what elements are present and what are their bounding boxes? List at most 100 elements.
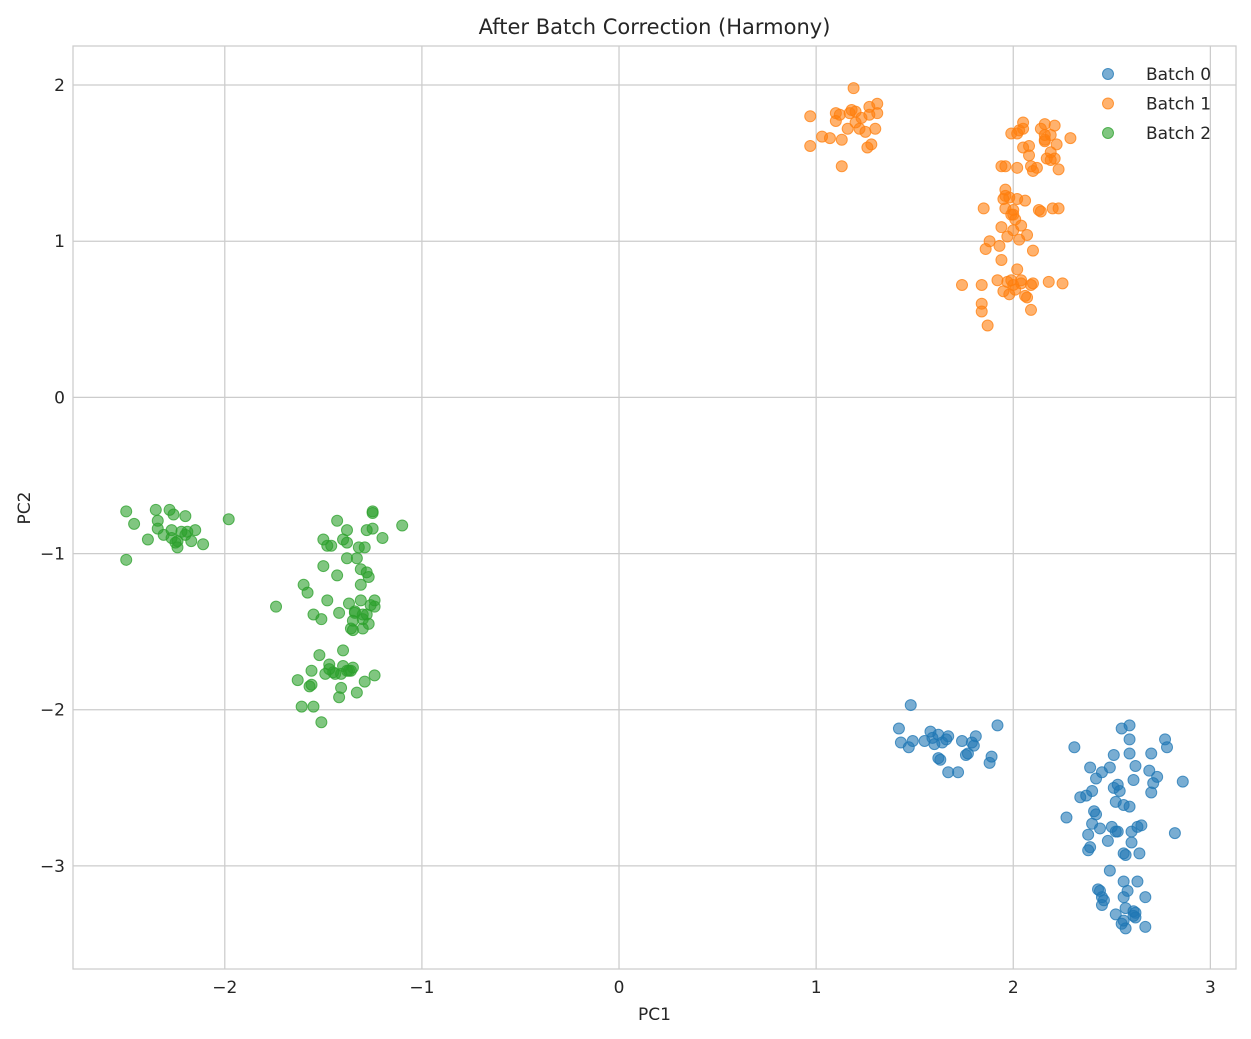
data-point xyxy=(981,319,994,332)
data-point xyxy=(270,600,283,613)
data-point xyxy=(1011,263,1024,276)
data-point xyxy=(1129,911,1142,924)
data-point xyxy=(325,539,338,552)
y-tick-label: −3 xyxy=(40,857,65,877)
data-point xyxy=(1084,841,1097,854)
data-point xyxy=(1107,749,1120,762)
data-point xyxy=(337,644,350,657)
series-1 xyxy=(804,82,1077,332)
data-point xyxy=(999,160,1012,173)
data-point xyxy=(1011,161,1024,174)
data-point xyxy=(1123,747,1136,760)
data-point xyxy=(1082,828,1095,841)
data-point xyxy=(1048,152,1061,165)
data-point xyxy=(315,716,328,729)
x-tick-label: 2 xyxy=(1008,978,1019,998)
data-point xyxy=(975,305,988,318)
data-point xyxy=(1086,784,1099,797)
data-point xyxy=(991,274,1004,287)
data-point xyxy=(1119,922,1132,935)
legend: Batch 0 Batch 1 Batch 2 xyxy=(1102,65,1211,144)
data-point xyxy=(307,700,320,713)
data-point xyxy=(376,531,389,544)
data-point xyxy=(1097,894,1110,907)
data-point xyxy=(1068,741,1081,754)
data-point xyxy=(871,97,884,110)
data-point xyxy=(956,734,969,747)
data-point xyxy=(1019,194,1032,207)
data-point xyxy=(1127,774,1140,787)
data-point xyxy=(305,678,318,691)
data-point xyxy=(983,235,996,248)
data-point xyxy=(354,594,367,607)
y-axis-label: PC2 xyxy=(15,492,35,525)
data-point xyxy=(301,586,314,599)
data-point xyxy=(340,524,353,537)
data-point xyxy=(362,570,375,583)
legend-item: Batch 1 xyxy=(1102,95,1211,115)
data-point xyxy=(1145,747,1158,760)
x-tick-label: 0 xyxy=(614,978,625,998)
data-point xyxy=(305,664,318,677)
data-point xyxy=(1060,811,1073,824)
data-point xyxy=(1139,891,1152,904)
data-point xyxy=(128,517,141,530)
data-point xyxy=(1021,291,1034,304)
data-point xyxy=(1064,132,1077,145)
data-point xyxy=(859,125,872,138)
data-point xyxy=(1129,759,1142,772)
data-point xyxy=(804,110,817,123)
data-point xyxy=(189,524,202,537)
data-point xyxy=(952,766,965,779)
data-point xyxy=(368,669,381,682)
data-point xyxy=(934,753,947,766)
data-point xyxy=(1024,303,1037,316)
data-point xyxy=(1090,808,1103,821)
chart-title: After Batch Correction (Harmony) xyxy=(479,15,831,39)
data-point xyxy=(1139,920,1152,933)
data-point xyxy=(975,278,988,291)
data-point xyxy=(335,681,348,694)
data-point xyxy=(1151,770,1164,783)
data-point xyxy=(1123,733,1136,746)
data-point xyxy=(340,552,353,565)
legend-item: Batch 0 xyxy=(1102,65,1211,85)
data-point xyxy=(1023,149,1036,162)
data-point xyxy=(1123,719,1136,732)
legend-label: Batch 1 xyxy=(1146,95,1211,115)
data-point xyxy=(197,538,210,551)
data-point xyxy=(1135,819,1148,832)
data-point xyxy=(1017,122,1030,135)
data-point xyxy=(1119,848,1132,861)
data-point xyxy=(1052,202,1065,215)
data-point xyxy=(120,505,133,518)
data-point xyxy=(1038,118,1051,131)
data-point xyxy=(1030,161,1043,174)
x-tick-label: −1 xyxy=(409,978,434,998)
data-point xyxy=(1103,864,1116,877)
data-point xyxy=(396,519,409,532)
data-point xyxy=(804,139,817,152)
data-point xyxy=(167,508,180,521)
data-point xyxy=(295,700,308,713)
data-point xyxy=(1133,847,1146,860)
y-tick-label: 1 xyxy=(54,232,65,252)
x-tick-label: 1 xyxy=(811,978,822,998)
data-point xyxy=(904,699,917,712)
data-point xyxy=(1048,119,1061,132)
x-axis-label: PC1 xyxy=(638,1005,671,1025)
data-point xyxy=(993,239,1006,252)
data-point xyxy=(1101,834,1114,847)
data-point xyxy=(366,505,379,518)
data-point xyxy=(141,533,154,546)
data-point xyxy=(362,617,375,630)
data-point xyxy=(865,138,878,151)
data-point xyxy=(835,160,848,173)
data-point xyxy=(331,569,344,582)
data-point xyxy=(977,202,990,215)
data-point xyxy=(331,514,344,527)
data-point xyxy=(333,606,346,619)
series-2 xyxy=(120,503,409,729)
data-point xyxy=(1026,244,1039,257)
data-point xyxy=(1093,822,1106,835)
